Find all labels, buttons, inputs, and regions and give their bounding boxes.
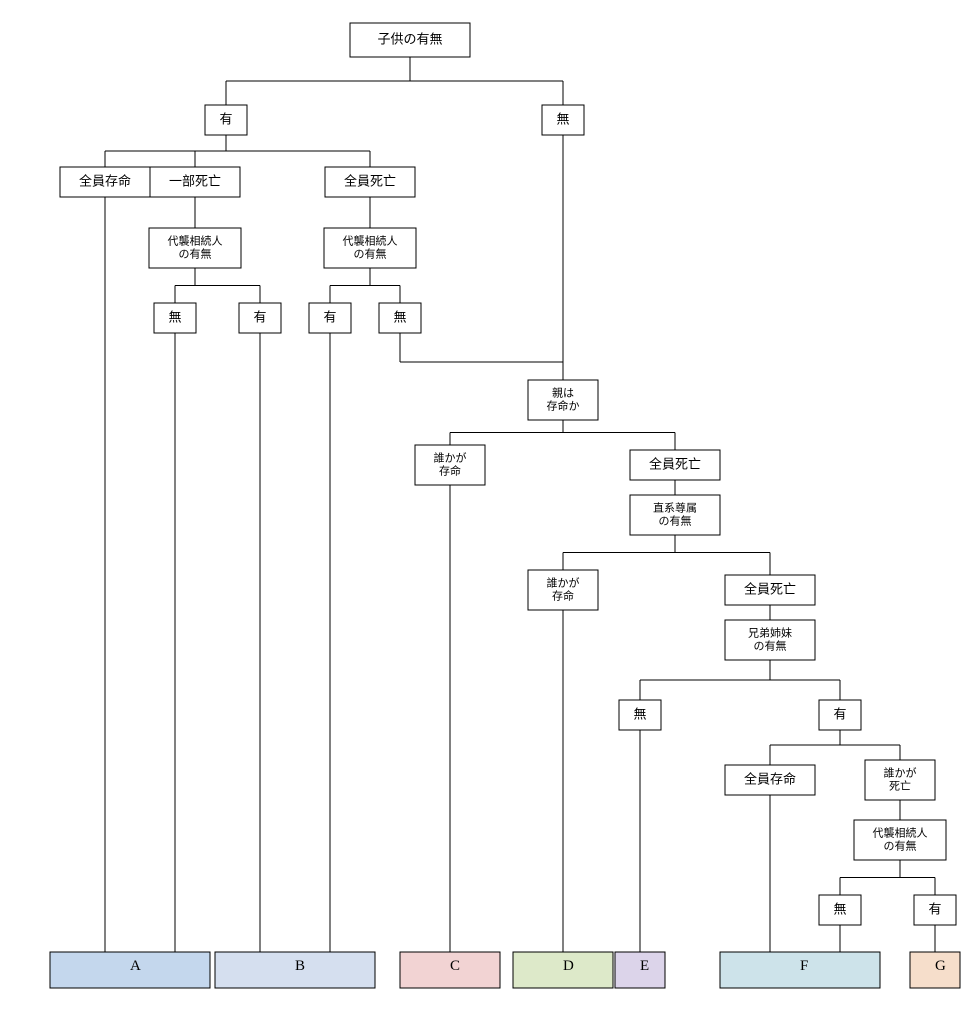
decision-node: 直系尊属の有無 <box>630 495 720 535</box>
node-label: 無 <box>168 309 181 324</box>
result-label: C <box>450 958 460 974</box>
decision-node: 無 <box>379 303 421 333</box>
node-label: 有 <box>253 309 266 324</box>
node-label: 有 <box>928 901 941 916</box>
decision-tree-diagram: 子供の有無有無全員存命一部死亡全員死亡代襲相続人の有無代襲相続人の有無無有有無親… <box>0 0 968 1024</box>
node-label: 無 <box>393 309 406 324</box>
node-label: 兄弟姉妹 <box>748 625 792 639</box>
decision-node: 無 <box>154 303 196 333</box>
node-label: 全員死亡 <box>744 581 796 596</box>
node-label: 子供の有無 <box>377 31 442 46</box>
node-label: 誰かが <box>434 450 467 464</box>
result-box: C <box>400 952 500 988</box>
node-label: 全員死亡 <box>649 456 701 471</box>
node-label: 有 <box>833 706 846 721</box>
node-label: 存命 <box>552 588 574 602</box>
node-label: 代襲相続人 <box>343 233 398 247</box>
node-label: 全員死亡 <box>344 173 396 188</box>
node-label: の有無 <box>354 246 387 260</box>
node-label: 死亡 <box>889 778 911 792</box>
decision-node: 一部死亡 <box>150 167 240 197</box>
node-label: 一部死亡 <box>169 173 221 188</box>
decision-node: 誰かが存命 <box>415 445 485 485</box>
node-label: 無 <box>833 901 846 916</box>
result-label: B <box>295 958 305 974</box>
decision-node: 代襲相続人の有無 <box>149 228 241 268</box>
node-label: の有無 <box>659 513 692 527</box>
result-box: B <box>215 952 375 988</box>
decision-node: 無 <box>619 700 661 730</box>
node-label: 無 <box>633 706 646 721</box>
result-label: A <box>130 958 141 974</box>
node-label: 存命 <box>439 463 461 477</box>
node-label: の有無 <box>754 638 787 652</box>
decision-node: 有 <box>239 303 281 333</box>
leaves-layer: A B C D E F G <box>50 952 960 988</box>
node-label: 有 <box>323 309 336 324</box>
node-label: 全員存命 <box>744 771 796 786</box>
result-box: D <box>513 952 613 988</box>
decision-node: 兄弟姉妹の有無 <box>725 620 815 660</box>
decision-node: 子供の有無 <box>350 23 470 57</box>
node-label: の有無 <box>884 838 917 852</box>
result-label: D <box>563 958 574 974</box>
node-label: 直系尊属 <box>653 500 697 514</box>
decision-node: 代襲相続人の有無 <box>854 820 946 860</box>
decision-node: 誰かが存命 <box>528 570 598 610</box>
decision-node: 有 <box>819 700 861 730</box>
node-label: 代襲相続人 <box>873 825 928 839</box>
decision-node: 全員死亡 <box>325 167 415 197</box>
nodes-layer: 子供の有無有無全員存命一部死亡全員死亡代襲相続人の有無代襲相続人の有無無有有無親… <box>60 23 956 925</box>
node-label: 存命か <box>547 398 580 412</box>
decision-node: 有 <box>205 105 247 135</box>
decision-node: 有 <box>309 303 351 333</box>
decision-node: 有 <box>914 895 956 925</box>
decision-node: 親は存命か <box>528 380 598 420</box>
decision-node: 無 <box>819 895 861 925</box>
result-box: G <box>910 952 960 988</box>
result-box: A <box>50 952 210 988</box>
node-label: 誰かが <box>884 765 917 779</box>
decision-node: 全員存命 <box>60 167 150 197</box>
result-box: F <box>720 952 880 988</box>
decision-node: 代襲相続人の有無 <box>324 228 416 268</box>
node-label: 親は <box>552 386 574 399</box>
node-label: 有 <box>219 111 232 126</box>
decision-node: 全員死亡 <box>630 450 720 480</box>
result-label: F <box>800 958 808 974</box>
decision-node: 全員死亡 <box>725 575 815 605</box>
decision-node: 無 <box>542 105 584 135</box>
decision-node: 全員存命 <box>725 765 815 795</box>
node-label: の有無 <box>179 246 212 260</box>
node-label: 無 <box>556 111 569 126</box>
decision-node: 誰かが死亡 <box>865 760 935 800</box>
node-label: 代襲相続人 <box>168 233 223 247</box>
result-box: E <box>615 952 665 988</box>
node-label: 全員存命 <box>79 173 131 188</box>
result-label: G <box>935 958 946 974</box>
node-label: 誰かが <box>547 575 580 589</box>
result-label: E <box>640 958 649 974</box>
